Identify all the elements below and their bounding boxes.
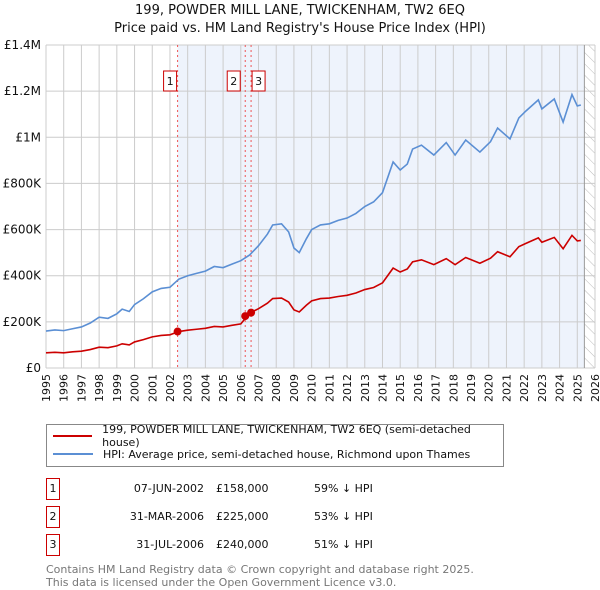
- x-tick-label: 2024: [554, 374, 567, 402]
- x-tick-label: 2008: [270, 374, 283, 402]
- footer: Contains HM Land Registry data © Crown c…: [46, 563, 474, 589]
- sale-label: 2: [230, 75, 237, 88]
- y-tick-label: £0: [26, 361, 41, 375]
- sale-hpi-diff: 59% ↓ HPI: [314, 482, 373, 495]
- legend-label: 199, POWDER MILL LANE, TWICKENHAM, TW2 6…: [102, 423, 471, 449]
- sale-point: [247, 308, 256, 317]
- x-tick-label: 1997: [75, 374, 88, 402]
- sale-number-badge: 1: [46, 478, 60, 500]
- x-tick-label: 2005: [217, 374, 230, 402]
- x-tick-label: 2023: [536, 374, 549, 402]
- x-tick-label: 2000: [129, 374, 142, 402]
- sale-hpi-diff: 53% ↓ HPI: [314, 510, 373, 523]
- legend-item-price: 199, POWDER MILL LANE, TWICKENHAM, TW2 6…: [53, 423, 503, 449]
- legend-swatch-red: [53, 435, 93, 437]
- chart-subtitle: Price paid vs. HM Land Registry's House …: [114, 21, 486, 36]
- sale-number-badge: 2: [46, 506, 60, 528]
- x-tick-label: 2022: [518, 374, 531, 402]
- x-tick-label: 2025: [571, 374, 584, 402]
- x-tick-label: 2002: [164, 374, 177, 402]
- x-tick-label: 2006: [235, 374, 248, 402]
- sale-price: £158,000: [216, 482, 269, 495]
- x-tick-label: 2011: [323, 374, 336, 402]
- shaded-region: [177, 45, 585, 368]
- x-tick-label: 2004: [199, 374, 212, 402]
- sale-label-box: [251, 70, 266, 92]
- sale-label-box: [226, 70, 241, 92]
- x-tick-label: 2018: [447, 374, 460, 402]
- x-tick-label: 1996: [58, 374, 71, 402]
- x-tick-label: 2001: [146, 374, 159, 402]
- x-tick-label: 2021: [500, 374, 513, 402]
- x-tick-label: 2019: [465, 374, 478, 402]
- future-hatched-region: [584, 45, 595, 368]
- footer-licence: This data is licensed under the Open Gov…: [46, 576, 397, 589]
- x-tick-label: 2014: [376, 374, 389, 402]
- y-tick-label: £600K: [3, 223, 43, 237]
- sale-label-box: [163, 70, 178, 92]
- sale-price: £240,000: [216, 538, 269, 551]
- legend: 199, POWDER MILL LANE, TWICKENHAM, TW2 6…: [46, 423, 504, 467]
- x-tick-label: 1995: [40, 374, 53, 402]
- sale-row: 3 31-JUL-2006 £240,000 51% ↓ HPI: [46, 534, 446, 556]
- x-tick-label: 2015: [394, 374, 407, 402]
- x-tick-label: 2010: [306, 374, 319, 402]
- x-tick-label: 2003: [182, 374, 195, 402]
- x-tick-label: 2026: [589, 374, 600, 402]
- x-tick-label: 2020: [483, 374, 496, 402]
- y-tick-label: £200K: [3, 315, 43, 329]
- legend-label: HPI: Average price, semi-detached house,…: [103, 447, 471, 461]
- sale-date: 31-MAR-2006: [129, 510, 204, 523]
- sale-row: 2 31-MAR-2006 £225,000 53% ↓ HPI: [46, 506, 446, 528]
- x-tick-label: 2007: [253, 374, 266, 402]
- sale-hpi-diff: 51% ↓ HPI: [314, 538, 373, 551]
- y-tick-label: £1.2M: [4, 84, 41, 98]
- sale-number-badge: 3: [46, 534, 60, 556]
- y-tick-label: £400K: [3, 269, 43, 283]
- x-tick-label: 2012: [341, 374, 354, 402]
- y-tick-label: £1.4M: [4, 38, 41, 52]
- x-tick-label: 2013: [359, 374, 372, 402]
- x-tick-label: 1999: [111, 374, 124, 402]
- x-tick-label: 1998: [93, 374, 106, 402]
- price-paid-line: [45, 234, 581, 354]
- footer-copyright: Contains HM Land Registry data © Crown c…: [46, 563, 474, 576]
- chart-title: 199, POWDER MILL LANE, TWICKENHAM, TW2 6…: [135, 3, 465, 18]
- x-tick-label: 2017: [430, 374, 443, 402]
- x-tick-label: 2009: [288, 374, 301, 402]
- x-tick-label: 2016: [412, 374, 425, 402]
- y-tick-label: £1M: [15, 130, 41, 144]
- sale-row: 1 07-JUN-2002 £158,000 59% ↓ HPI: [46, 478, 446, 500]
- sale-point: [241, 312, 250, 321]
- sale-label: 1: [167, 75, 174, 88]
- legend-swatch-blue: [53, 453, 93, 455]
- y-tick-label: £800K: [3, 176, 43, 190]
- plot-area: 1995 1996 1997 1998 1999 2000 2001 2002 2003 2004…: [3, 38, 600, 402]
- legend-item-hpi: HPI: Average price, semi-detached house,…: [53, 446, 470, 462]
- hpi-line: [45, 92, 582, 332]
- sale-date: 31-JUL-2006: [136, 538, 204, 551]
- sale-date: 07-JUN-2002: [133, 482, 204, 495]
- sale-price: £225,000: [216, 510, 269, 523]
- sale-point: [173, 327, 182, 336]
- sale-label: 3: [255, 75, 262, 88]
